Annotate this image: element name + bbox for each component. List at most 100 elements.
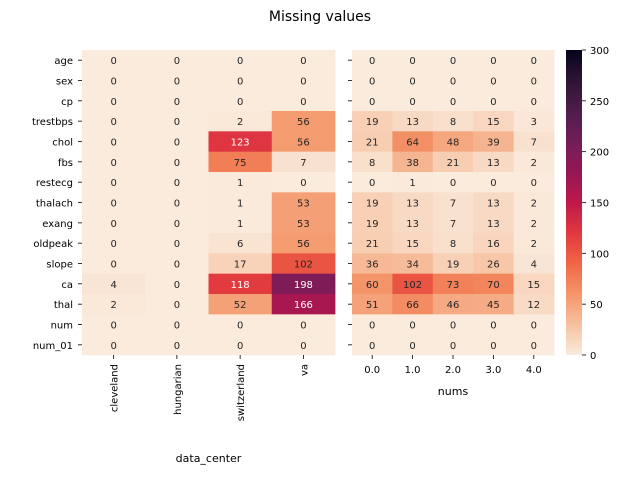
y-tick-label: cp xyxy=(61,97,73,108)
y-tick-label: sex xyxy=(56,77,73,88)
cell-value-label: 0 xyxy=(110,219,116,230)
heatmap-cell xyxy=(392,253,434,275)
x-tick-label: va xyxy=(299,364,310,376)
heatmap-cell xyxy=(352,212,393,234)
heatmap-cell xyxy=(392,273,434,295)
heatmap-cell xyxy=(208,111,273,132)
y-tick-label: slope xyxy=(46,260,73,271)
heatmap-cell xyxy=(352,172,393,193)
cell-value-label: 0 xyxy=(237,341,243,352)
cell-value-label: 0 xyxy=(237,97,243,108)
cell-value-label: 36 xyxy=(366,260,379,271)
heatmap-cell xyxy=(513,70,555,92)
heatmap-cell xyxy=(392,50,434,71)
y-tick-label: fbs xyxy=(58,158,73,169)
heatmap-cell xyxy=(392,151,434,173)
cell-value-label: 0 xyxy=(300,321,306,332)
heatmap-cell xyxy=(208,212,273,234)
y-tick-label: num xyxy=(51,321,73,332)
y-tick-label: restecg xyxy=(36,178,73,189)
heatmap-cell xyxy=(145,192,209,214)
heatmap-cell xyxy=(392,233,434,254)
heatmap-cell xyxy=(82,172,146,193)
colorbar-tick-label: 250 xyxy=(590,97,609,108)
heatmap-cell xyxy=(432,192,474,214)
heatmap-cell xyxy=(208,90,273,112)
cell-value-label: 0 xyxy=(409,97,415,108)
y-tick-label: trestbps xyxy=(32,117,73,128)
heatmap-cell xyxy=(352,90,393,112)
heatmap-cell xyxy=(473,273,514,295)
cell-value-label: 4 xyxy=(531,260,537,271)
heatmap-cell xyxy=(473,50,514,71)
heatmap-cell xyxy=(145,273,209,295)
cell-value-label: 7 xyxy=(531,138,537,149)
cell-value-label: 0 xyxy=(110,178,116,189)
heatmap-cell xyxy=(392,334,434,356)
cell-value-label: 0 xyxy=(450,341,456,352)
heatmap-cell xyxy=(513,233,555,254)
heatmap-cell xyxy=(208,233,273,254)
heatmap-cell xyxy=(208,334,273,356)
cell-value-label: 0 xyxy=(490,77,496,88)
cell-value-label: 53 xyxy=(297,219,310,230)
cell-value-label: 13 xyxy=(487,158,500,169)
x-axis-label: data_center xyxy=(176,452,242,465)
cell-value-label: 19 xyxy=(366,117,379,128)
cell-value-label: 0 xyxy=(110,138,116,149)
cell-value-label: 48 xyxy=(447,138,460,149)
heatmap-cell xyxy=(432,111,474,132)
cell-value-label: 0 xyxy=(300,56,306,67)
heatmap-cell xyxy=(271,151,336,173)
heatmap-cell xyxy=(145,50,209,71)
cell-value-label: 0 xyxy=(531,56,537,67)
heatmap-cell xyxy=(432,90,474,112)
cell-value-label: 0 xyxy=(110,341,116,352)
heatmap-cell xyxy=(473,314,514,336)
y-tick-label: num_01 xyxy=(33,341,73,352)
cell-value-label: 45 xyxy=(487,300,500,311)
heatmap-cell xyxy=(432,212,474,234)
y-tick-label: age xyxy=(54,56,73,67)
heatmap-cell xyxy=(432,172,474,193)
heatmap-cell xyxy=(392,314,434,336)
cell-value-label: 2 xyxy=(531,239,537,250)
cell-value-label: 16 xyxy=(487,239,500,250)
cell-value-label: 15 xyxy=(487,117,500,128)
cell-value-label: 0 xyxy=(409,77,415,88)
cell-value-label: 0 xyxy=(450,56,456,67)
heatmap-cell xyxy=(145,172,209,193)
cell-value-label: 2 xyxy=(237,117,243,128)
cell-value-label: 0 xyxy=(174,97,180,108)
y-tick-label: thalach xyxy=(36,199,73,210)
cell-value-label: 19 xyxy=(366,219,379,230)
heatmap-cell xyxy=(82,50,146,71)
heatmap-cell xyxy=(271,314,336,336)
cell-value-label: 0 xyxy=(174,341,180,352)
heatmap-cell xyxy=(392,131,434,153)
cell-value-label: 102 xyxy=(294,260,313,271)
cell-value-label: 66 xyxy=(406,300,419,311)
cell-value-label: 0 xyxy=(110,260,116,271)
cell-value-label: 1 xyxy=(237,178,243,189)
y-tick-label: chol xyxy=(52,138,73,149)
figure-title: Missing values xyxy=(269,9,371,25)
cell-value-label: 0 xyxy=(490,321,496,332)
cell-value-label: 0 xyxy=(490,178,496,189)
heatmap-cell xyxy=(271,273,336,295)
heatmap-cell xyxy=(473,131,514,153)
heatmap-cell xyxy=(513,334,555,356)
cell-value-label: 56 xyxy=(297,138,310,149)
heatmap-cell xyxy=(432,151,474,173)
cell-value-label: 2 xyxy=(531,158,537,169)
heatmap-cell xyxy=(145,233,209,254)
cell-value-label: 102 xyxy=(403,280,422,291)
cell-value-label: 51 xyxy=(366,300,379,311)
cell-value-label: 15 xyxy=(406,239,419,250)
heatmap-cell xyxy=(432,70,474,92)
heatmap-cell xyxy=(432,253,474,275)
heatmap-cell xyxy=(513,50,555,71)
x-tick-label: 0.0 xyxy=(364,365,380,376)
cell-value-label: 38 xyxy=(406,158,419,169)
